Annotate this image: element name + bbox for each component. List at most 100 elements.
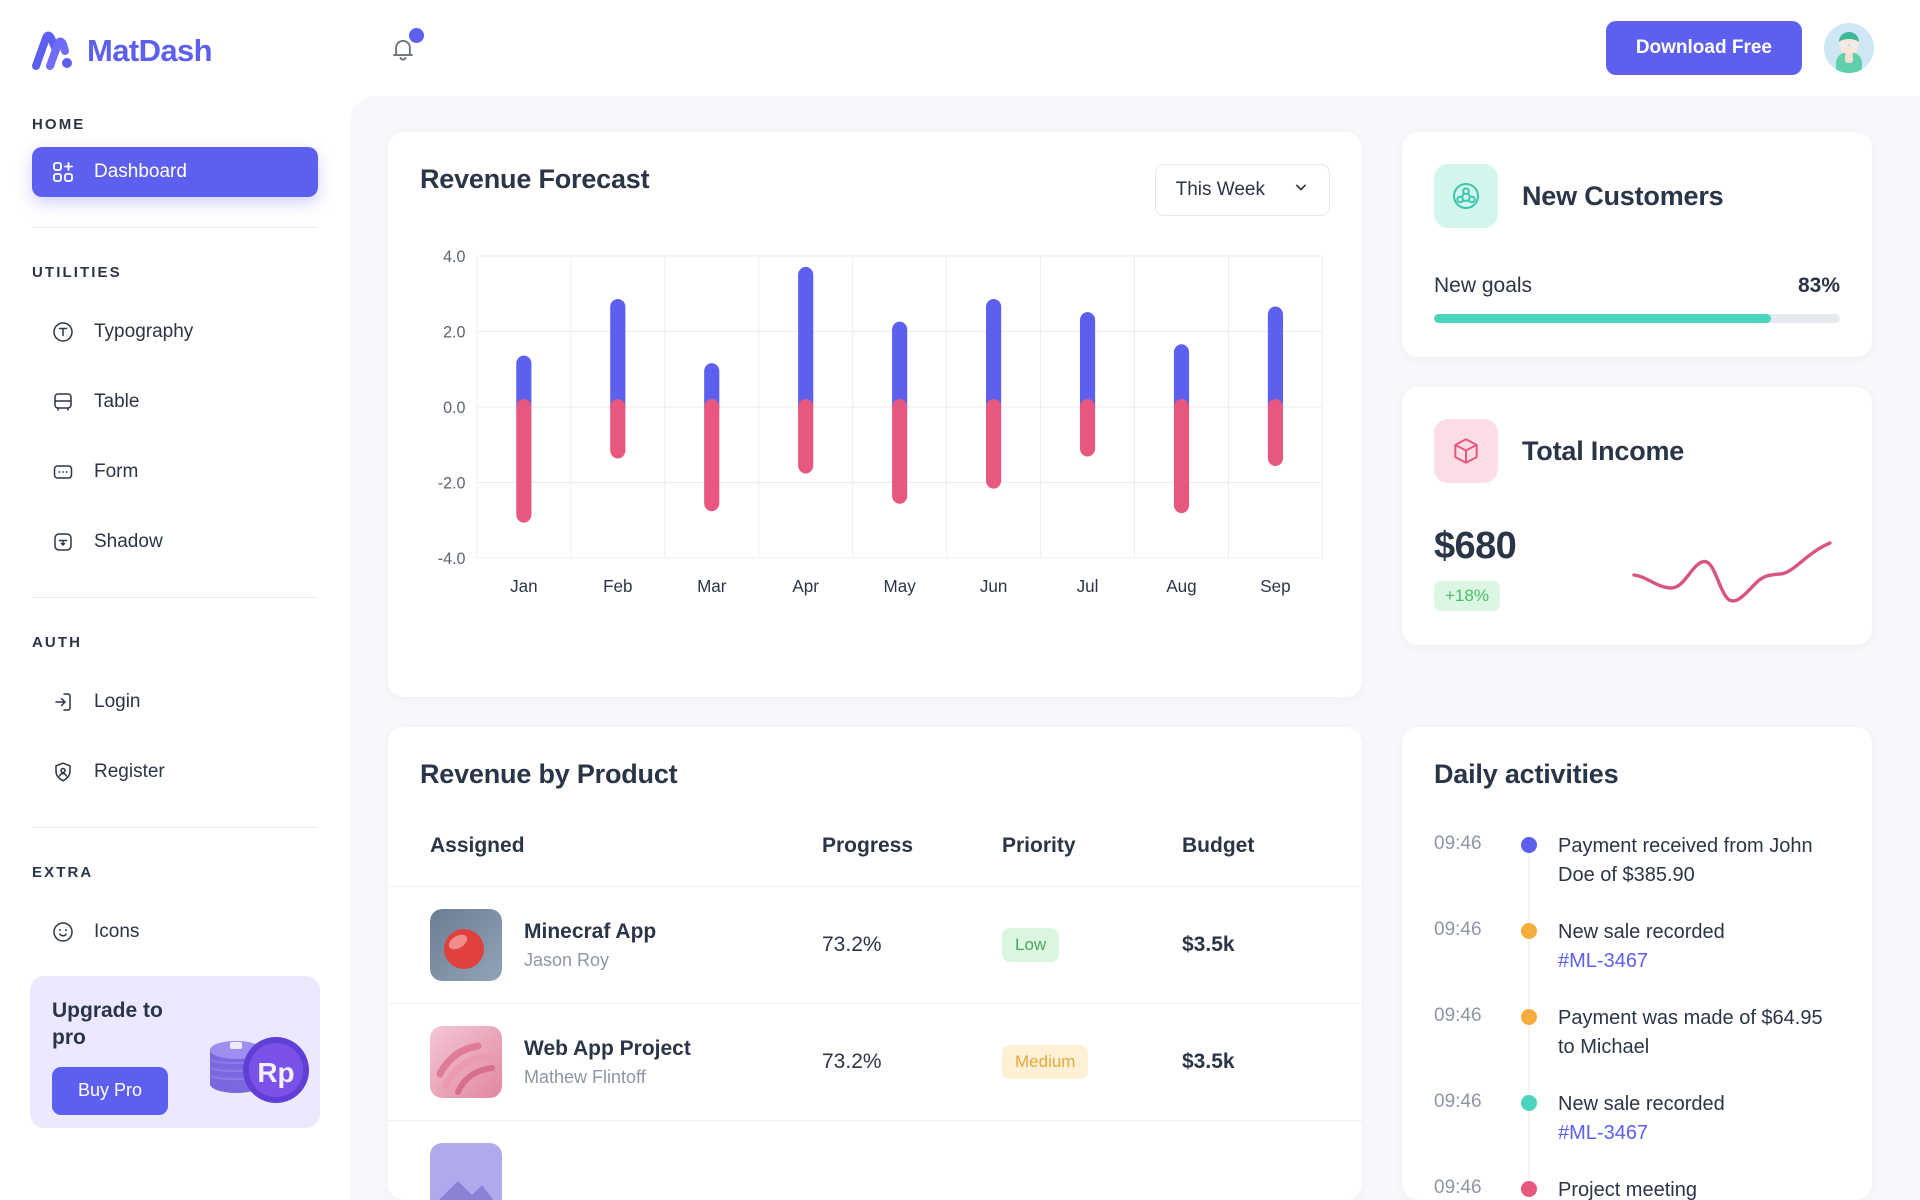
activity-connector-line bbox=[1528, 938, 1530, 1022]
svg-text:Jan: Jan bbox=[510, 576, 537, 597]
sidebar-item-table[interactable]: Table bbox=[32, 377, 318, 427]
sidebar-item-label: Login bbox=[94, 691, 141, 712]
revenue-forecast-chart: 4.0 2.0 0.0 -2.0 -4.0 Jan Feb Mar Apr May Jun Jul Au… bbox=[420, 250, 1330, 610]
revenue-range-select[interactable]: This Week bbox=[1154, 164, 1330, 216]
total-income-amount: $680 bbox=[1434, 525, 1517, 567]
svg-text:-4.0: -4.0 bbox=[438, 549, 466, 569]
activity-time: 09:46 bbox=[1434, 1091, 1482, 1112]
sidebar-item-label: Shadow bbox=[94, 531, 163, 552]
sidebar-item-form[interactable]: Form bbox=[32, 447, 318, 497]
buy-pro-button[interactable]: Buy Pro bbox=[52, 1066, 169, 1115]
user-avatar[interactable] bbox=[1824, 23, 1874, 73]
sidebar-nav: HOME Dashboard UTILITIES bbox=[0, 116, 350, 1027]
assignee: Minecraf App Jason Roy bbox=[430, 909, 822, 981]
upgrade-to-pro-card: Upgrade to pro Buy Pro Rp bbox=[30, 976, 320, 1128]
sidebar-item-label: Typography bbox=[94, 321, 194, 342]
activity-item: 09:46 Payment received from John Doe of $… bbox=[1434, 832, 1840, 936]
nav-group-auth: Login Register bbox=[32, 677, 318, 797]
customers-globe-icon bbox=[1434, 164, 1498, 228]
nav-caption-auth: AUTH bbox=[32, 634, 83, 651]
shadow-icon bbox=[50, 529, 76, 555]
sidebar-item-dashboard[interactable]: Dashboard bbox=[32, 147, 318, 197]
activity-text: New sale recorded #ML-3467 bbox=[1558, 921, 1725, 972]
cell-assigned bbox=[388, 1120, 822, 1200]
total-income-title: Total Income bbox=[1522, 435, 1685, 466]
right-column-top: New Customers New goals 83% bbox=[1402, 132, 1872, 697]
daily-activities-title: Daily activities bbox=[1434, 759, 1619, 789]
cell-progress: 73.2% bbox=[822, 886, 1002, 1004]
download-free-button[interactable]: Download Free bbox=[1605, 21, 1802, 75]
nav-group-utilities: Typography Table bbox=[32, 307, 318, 567]
new-customers-card: New Customers New goals 83% bbox=[1402, 132, 1872, 357]
total-income-sparkline bbox=[1630, 531, 1840, 611]
activity-dot bbox=[1521, 837, 1537, 853]
notifications-button[interactable] bbox=[388, 28, 424, 68]
nav-divider-2 bbox=[32, 597, 318, 598]
svg-text:4.0: 4.0 bbox=[443, 250, 465, 266]
brand-name: MatDash bbox=[87, 33, 213, 68]
column-header-budget: Budget bbox=[1182, 834, 1362, 887]
new-customers-title: New Customers bbox=[1522, 180, 1724, 211]
typography-icon bbox=[50, 319, 76, 345]
svg-text:Aug: Aug bbox=[1166, 576, 1196, 597]
sidebar-item-label: Table bbox=[94, 391, 140, 412]
nav-divider-3 bbox=[32, 827, 318, 828]
svg-text:Apr: Apr bbox=[792, 576, 819, 597]
activity-connector-line bbox=[1528, 1110, 1530, 1194]
activity-marker bbox=[1500, 918, 1558, 1022]
sidebar-item-label: Register bbox=[94, 761, 165, 782]
register-shield-user-icon bbox=[50, 759, 76, 785]
activity-item: 09:46 Payment was made of $64.95 to Micha… bbox=[1434, 1004, 1840, 1108]
minecraf-app-thumbnail bbox=[430, 909, 502, 981]
activity-dot bbox=[1521, 1009, 1537, 1025]
activity-time: 09:46 bbox=[1434, 1177, 1482, 1198]
brand[interactable]: MatDash bbox=[0, 0, 350, 72]
cell-budget: $3.5k bbox=[1182, 886, 1362, 1004]
nav-caption-utilities: UTILITIES bbox=[32, 264, 122, 281]
cell-priority: Medium bbox=[1002, 1003, 1182, 1121]
svg-text:0.0: 0.0 bbox=[443, 398, 465, 418]
total-income-figures: $680 +18% bbox=[1434, 525, 1517, 611]
nav-divider-1 bbox=[32, 227, 318, 228]
sidebar-item-shadow[interactable]: Shadow bbox=[32, 517, 318, 567]
table-row[interactable]: Minecraf App Jason Roy 73.2% Low $3.5k bbox=[388, 886, 1362, 1004]
login-arrow-icon bbox=[50, 689, 76, 715]
sidebar-item-register[interactable]: Register bbox=[32, 747, 318, 797]
notification-badge-dot bbox=[409, 28, 424, 43]
sidebar-item-icons[interactable]: Icons bbox=[32, 907, 318, 957]
product-name: Minecraf App bbox=[524, 919, 657, 943]
cell-priority bbox=[1002, 1120, 1182, 1200]
new-goals-progress-fill bbox=[1434, 314, 1771, 323]
revenue-forecast-header: Revenue Forecast This Week bbox=[420, 164, 1330, 216]
cell-assigned: Web App Project Mathew Flintoff bbox=[388, 1003, 822, 1121]
chevron-down-icon bbox=[1291, 177, 1311, 203]
cell-assigned: Minecraf App Jason Roy bbox=[388, 886, 822, 1004]
activity-item: 09:46 New sale recorded #ML-3467 bbox=[1434, 1090, 1840, 1194]
table-header-row: Assigned Progress Priority Budget bbox=[388, 834, 1362, 887]
bell-icon bbox=[388, 39, 418, 68]
svg-text:May: May bbox=[884, 576, 916, 597]
activity-item: 09:46 New sale recorded #ML-3467 bbox=[1434, 918, 1840, 1022]
next-project-thumbnail bbox=[430, 1143, 502, 1200]
svg-text:Rp: Rp bbox=[257, 1057, 294, 1088]
activity-reference-link[interactable]: #ML-3467 bbox=[1558, 950, 1649, 972]
sidebar-item-typography[interactable]: Typography bbox=[32, 307, 318, 357]
activity-item: 09:46 Project meeting bbox=[1434, 1176, 1840, 1200]
total-income-delta-badge: +18% bbox=[1434, 581, 1500, 611]
sidebar-item-label: Dashboard bbox=[94, 161, 187, 182]
rupiah-coins-icon: Rp bbox=[194, 1024, 314, 1116]
revenue-forecast-card: Revenue Forecast This Week 4.0 2.0 0.0 -2.0… bbox=[388, 132, 1362, 697]
total-income-header: Total Income bbox=[1434, 419, 1840, 483]
column-header-assigned: Assigned bbox=[388, 834, 822, 887]
activity-reference-link[interactable]: #ML-3467 bbox=[1558, 1122, 1649, 1144]
sidebar-item-login[interactable]: Login bbox=[32, 677, 318, 727]
new-goals-label: New goals bbox=[1434, 274, 1533, 297]
sidebar-item-label: Icons bbox=[94, 921, 140, 942]
table-row[interactable] bbox=[388, 1120, 1362, 1200]
activity-time: 09:46 bbox=[1434, 1005, 1482, 1026]
table-icon bbox=[50, 389, 76, 415]
cell-progress bbox=[822, 1120, 1002, 1200]
smiley-face-icon bbox=[50, 919, 76, 945]
table-row[interactable]: Web App Project Mathew Flintoff 73.2% Me… bbox=[388, 1003, 1362, 1121]
